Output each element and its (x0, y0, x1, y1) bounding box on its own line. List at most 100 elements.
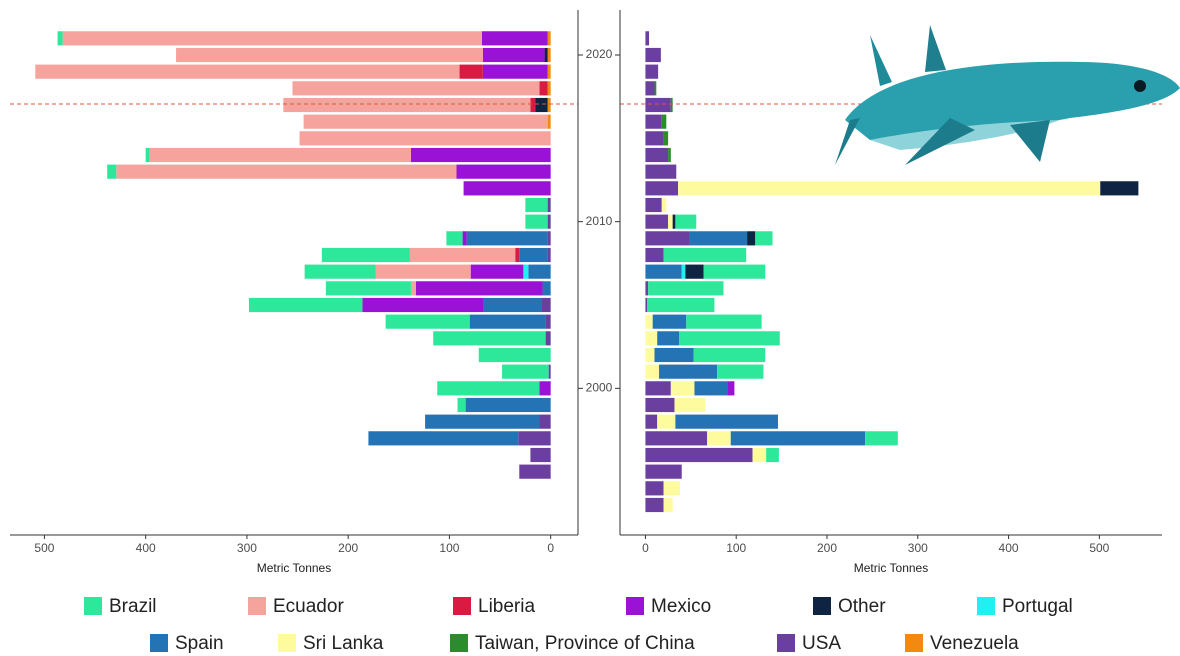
legend-swatch (777, 634, 795, 652)
bar-segment (446, 231, 463, 246)
bar-segment (482, 64, 548, 79)
bar-segment (663, 497, 673, 513)
bar-segment (463, 181, 551, 196)
bar-segment (645, 131, 664, 146)
legend-label: Mexico (651, 596, 711, 617)
bar-segment (362, 297, 484, 313)
bar-segment (481, 31, 548, 46)
bar-segment (457, 397, 466, 413)
bar-segment (145, 147, 150, 163)
bar-segment (865, 431, 898, 446)
bar-segment (547, 231, 551, 246)
bar-segment (668, 147, 671, 163)
bar-segment (645, 197, 662, 213)
bar-segment (654, 81, 657, 96)
legend: Brazil Ecuador Liberia Mexico Other Portugal S… (84, 596, 1073, 654)
bar-segment (539, 414, 551, 429)
bar-segment (645, 347, 655, 363)
legend-label: Ecuador (273, 596, 344, 617)
bar-segment (547, 247, 551, 263)
bar-segment (176, 47, 483, 63)
legend-label: Taiwan, Province of China (475, 633, 695, 654)
bar-segment (304, 264, 376, 279)
bar-segment (547, 197, 551, 213)
bar-segment (657, 414, 676, 429)
bar-segment (519, 464, 551, 479)
bar-segment (645, 181, 679, 196)
legend-swatch (84, 597, 102, 615)
bar-segment (674, 397, 706, 413)
bar-segment (375, 264, 471, 279)
bar-segment (645, 47, 661, 63)
x-tick-label: 300 (237, 541, 257, 555)
bar-segment (303, 114, 548, 129)
bar-segment (672, 214, 676, 229)
legend-label: Other (838, 596, 886, 617)
bar-segment (321, 247, 410, 263)
bar-segment (149, 147, 411, 163)
bar-segment (747, 231, 756, 246)
bar-segment (645, 164, 677, 179)
bar-segment (542, 281, 551, 296)
bar-segment (545, 331, 551, 346)
bar-segment (547, 214, 551, 229)
bar-segment (539, 381, 551, 396)
bar-segment (425, 414, 540, 429)
x-axis-title: Metric Tonnes (257, 561, 331, 575)
y-tick-label: 2000 (586, 381, 613, 395)
bar-segment (547, 81, 551, 96)
bar-segment (645, 314, 653, 329)
bar-segment (410, 281, 417, 296)
bar-segment (325, 281, 411, 296)
bar-segment (657, 331, 680, 346)
bar-segment (299, 131, 551, 146)
bar-segment (547, 114, 551, 129)
bar-segment (645, 464, 682, 479)
bar-segment (470, 264, 524, 279)
bar-segment (693, 347, 766, 363)
x-tick-label: 500 (34, 541, 54, 555)
bar-segment (645, 281, 649, 296)
bar-segment (482, 47, 545, 63)
bar-segment (535, 97, 548, 113)
bar-segment (292, 81, 540, 96)
bar-segment (478, 347, 551, 363)
bar-segment (248, 297, 363, 313)
bar-segment (465, 397, 551, 413)
bar-segment (670, 381, 695, 396)
bar-segment (62, 31, 482, 46)
bar-segment (694, 381, 728, 396)
bar-segment (525, 214, 548, 229)
bar-segment (645, 414, 658, 429)
bar-segment (645, 397, 675, 413)
bar-segment (685, 264, 704, 279)
bar-segment (547, 97, 551, 113)
bar-segment (645, 497, 664, 513)
bar-segment (469, 314, 546, 329)
bar-segment (645, 214, 669, 229)
bar-segment (368, 431, 519, 446)
bar-segment (678, 181, 1101, 196)
bar-segment (547, 31, 551, 46)
legend-swatch (905, 634, 923, 652)
legend-label: Venezuela (930, 633, 1019, 654)
bar-segment (703, 264, 766, 279)
bar-segment (541, 297, 551, 313)
bar-segment (645, 97, 671, 113)
bar-segment (466, 231, 548, 246)
bars (35, 31, 1139, 513)
bar-segment (385, 314, 470, 329)
bar-segment (456, 164, 551, 179)
bar-segment (519, 247, 548, 263)
bar-segment (116, 164, 457, 179)
x-axis-title: Metric Tonnes (854, 561, 928, 575)
bar-segment (661, 197, 667, 213)
bar-segment (645, 447, 753, 463)
bar-segment (525, 197, 548, 213)
bar-segment (523, 264, 529, 279)
x-tick-label: 500 (1089, 541, 1109, 555)
bar-segment (652, 314, 687, 329)
legend-label: Sri Lanka (303, 633, 384, 654)
legend-label: Portugal (1002, 596, 1073, 617)
bar-segment (35, 64, 460, 79)
